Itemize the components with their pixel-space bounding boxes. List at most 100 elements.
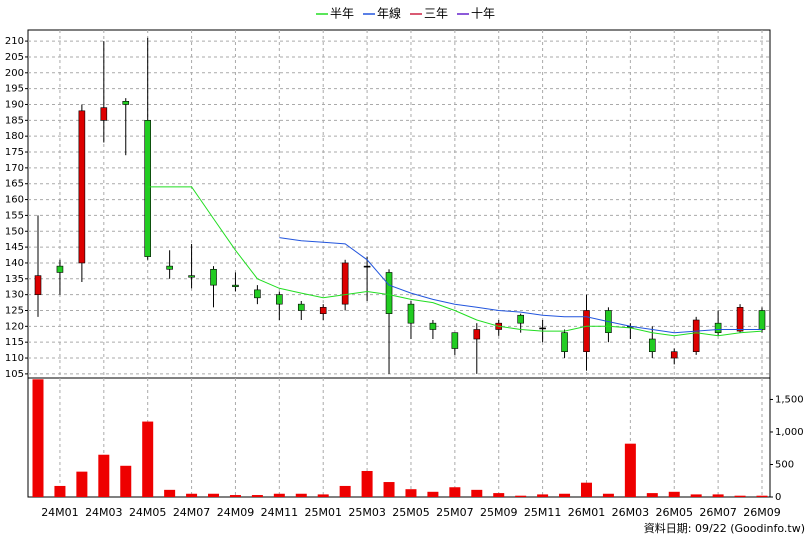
y2-tick-label: 0 [775, 492, 781, 503]
candle-body [210, 268, 217, 286]
candle-body [714, 322, 722, 333]
volume-bar [273, 493, 285, 497]
x-tick-label: 24M11 [261, 506, 299, 519]
y-tick-label: 145 [5, 242, 24, 253]
candle-body [254, 289, 261, 299]
x-tick-label: 24M01 [41, 506, 79, 519]
candle-body [166, 265, 173, 270]
y2-tick-label: 1,500 [775, 394, 804, 405]
candle-body [670, 351, 678, 359]
volume-bar [756, 495, 768, 497]
volume-bar [602, 493, 614, 497]
y-tick-label: 150 [5, 226, 24, 237]
y-tick-label: 170 [5, 163, 24, 174]
legend-label: 十年 [471, 7, 495, 21]
candle-body [232, 284, 239, 288]
y-tick-label: 180 [5, 131, 24, 142]
candle-body [758, 310, 766, 330]
x-tick-label: 26M07 [699, 506, 737, 519]
volume-bar [186, 493, 198, 497]
volume-bar [383, 482, 395, 497]
candle-body [561, 332, 568, 352]
volume-bar [537, 494, 549, 497]
candle-body [319, 307, 327, 314]
candle-body [122, 101, 130, 105]
candle-body [517, 314, 524, 324]
y-tick-label: 130 [5, 290, 24, 301]
x-tick-label: 26M09 [743, 506, 781, 519]
volume-bar [339, 485, 351, 497]
candle-body [736, 307, 744, 332]
y-tick-label: 120 [5, 321, 24, 332]
volume-bar [208, 493, 220, 497]
x-tick-label: 25M09 [480, 506, 518, 519]
legend-label: 年線 [377, 6, 401, 21]
y-tick-label: 105 [5, 369, 24, 380]
volume-bar [76, 471, 88, 497]
volume-bar [142, 421, 154, 497]
volume-bar [54, 485, 66, 497]
ma-line [279, 237, 762, 334]
y-tick-label: 210 [5, 36, 24, 47]
x-tick-label: 26M03 [612, 506, 650, 519]
y-tick-label: 115 [5, 337, 24, 348]
y-tick-label: 155 [5, 210, 24, 221]
candle-body [78, 110, 86, 264]
y2-tick-label: 500 [775, 459, 794, 470]
candle-body [385, 272, 393, 314]
volume-bar [164, 489, 176, 497]
candle-body [429, 322, 437, 330]
volume-bar [449, 487, 461, 497]
y-tick-label: 160 [5, 195, 24, 206]
candle-body [56, 265, 64, 273]
ma-line [147, 186, 763, 337]
volume-bar [712, 494, 724, 497]
legend-label: 三年 [424, 7, 448, 21]
x-tick-label: 24M05 [129, 506, 167, 519]
y-tick-label: 140 [5, 258, 24, 269]
x-tick-label: 25M01 [304, 506, 342, 519]
legend-label: 半年 [330, 7, 354, 21]
y-tick-label: 195 [5, 84, 24, 95]
candle-body [34, 275, 42, 295]
y-tick-label: 175 [5, 147, 24, 158]
candle-body [188, 275, 195, 278]
volume-bar [690, 494, 702, 497]
volume-bar [493, 493, 505, 497]
volume-bar [317, 494, 329, 497]
volume-bar [646, 493, 658, 497]
y-tick-label: 125 [5, 305, 24, 316]
x-tick-label: 25M11 [524, 506, 562, 519]
volume-bar [668, 491, 680, 497]
y-tick-label: 110 [5, 353, 24, 364]
y-tick-label: 200 [5, 68, 24, 79]
x-tick-label: 25M05 [392, 506, 430, 519]
candle-body [297, 303, 305, 311]
candle-body [341, 262, 349, 305]
x-tick-label: 26M05 [655, 506, 693, 519]
volume-bar [98, 454, 110, 497]
x-tick-label: 24M03 [85, 506, 123, 519]
y-tick-label: 165 [5, 179, 24, 190]
volume-bar [295, 493, 307, 497]
candle-body [407, 303, 415, 324]
candle-body [363, 265, 371, 268]
footer: 資料日期: 09/22 (Goodinfo.tw) [644, 521, 805, 535]
y-tick-label: 185 [5, 115, 24, 126]
candle-body [649, 338, 656, 352]
candle-body [144, 120, 151, 257]
volume-bar [405, 489, 417, 497]
candle-body [276, 294, 283, 305]
volume-bar [559, 493, 571, 497]
volume-bar [361, 470, 373, 497]
volume-bar [580, 482, 592, 497]
volume-bar [229, 495, 241, 497]
volume-bar [32, 379, 44, 497]
candle-body [100, 107, 108, 121]
y2-tick-label: 1,000 [775, 427, 804, 438]
x-tick-label: 25M03 [348, 506, 386, 519]
volume-bar [251, 495, 263, 497]
candle-body [473, 329, 481, 340]
x-tick-label: 25M07 [436, 506, 474, 519]
y-tick-label: 190 [5, 99, 24, 110]
